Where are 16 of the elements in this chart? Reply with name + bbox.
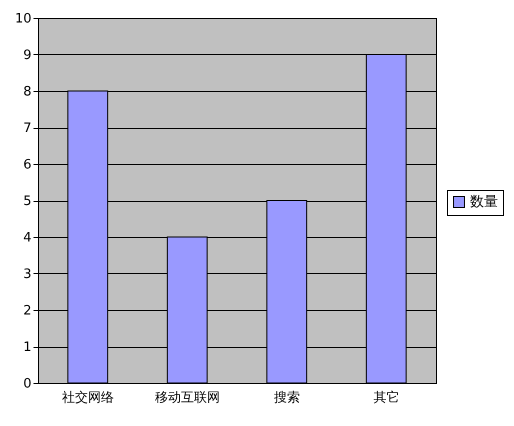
y-tick-label: 1 xyxy=(23,340,32,355)
y-tick-label: 2 xyxy=(23,304,32,318)
x-tick-label: 搜索 xyxy=(274,390,300,406)
y-tick-label: 0 xyxy=(23,376,32,392)
y-tick-label: 5 xyxy=(23,194,32,209)
y-tick-label: 10 xyxy=(14,12,32,26)
y-tick-label: 7 xyxy=(23,121,32,136)
y-tick-label: 3 xyxy=(23,267,32,282)
x-tick-label: 其它 xyxy=(373,390,400,406)
y-tick-label: 4 xyxy=(23,230,32,246)
x-tick-label: 移动互联网 xyxy=(154,390,220,406)
legend-label: 数量 xyxy=(470,194,498,210)
y-tick-label: 8 xyxy=(23,84,32,100)
y-tick-label: 9 xyxy=(23,48,32,63)
y-tick-label: 6 xyxy=(23,158,32,172)
x-tick-label: 社交网络 xyxy=(62,390,114,406)
